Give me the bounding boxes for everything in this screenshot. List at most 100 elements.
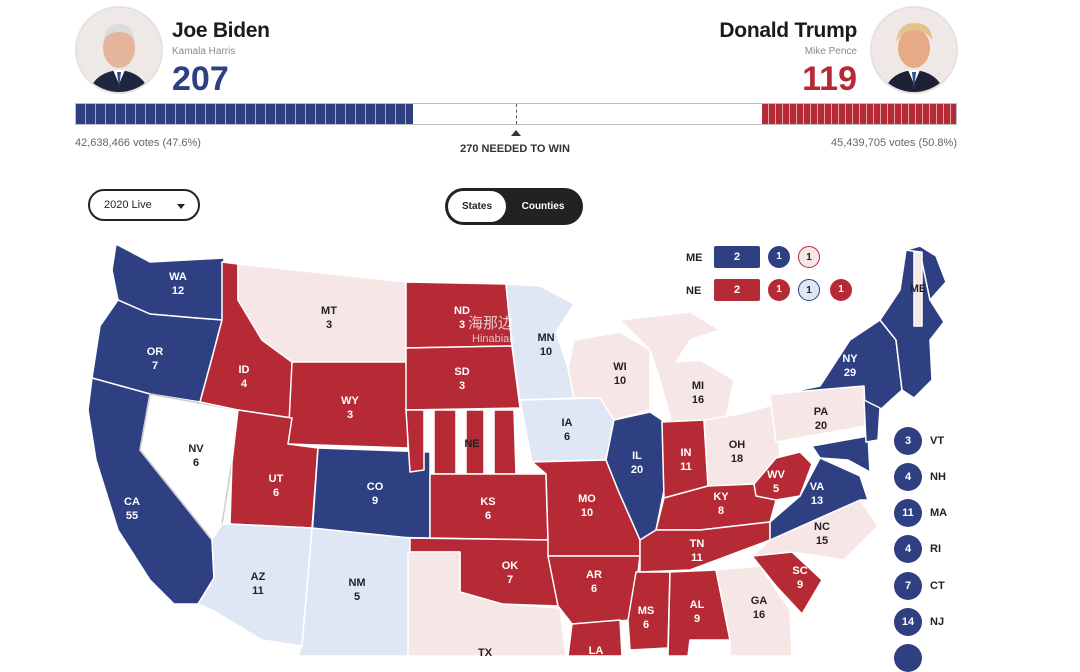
label-OH-abbr: OH [729,439,746,451]
electoral-vote-bar [75,103,957,125]
state-MI [619,311,735,425]
label-IA-ev: 6 [564,431,570,443]
state-labels: WA 12 OR 7 CA 55 NV 6 ID 4 MT 3 WY 3 UT … [124,271,926,656]
me-district-1: 1 [768,246,790,268]
label-LA-abbr: LA [589,645,604,656]
label-IA-abbr: IA [562,417,573,429]
label-ND-ev: 3 [459,319,465,331]
label-NC-ev: 15 [816,535,828,547]
state-TX [407,551,567,656]
label-TN-ev: 11 [691,552,703,564]
rep-candidate-name: Donald Trump [719,19,857,42]
label-MT-ev: 3 [326,319,332,331]
label-UT-ev: 6 [273,487,279,499]
label-GA-abbr: GA [751,595,768,607]
label-VA-abbr: VA [810,481,825,493]
label-OK-abbr: OK [502,560,519,572]
label-PA-abbr: PA [814,406,829,418]
label-AZ-ev: 11 [252,585,264,597]
label-MI-ev: 16 [692,394,704,406]
label-KS-abbr: KS [480,496,495,508]
label-NY-abbr: NY [842,353,858,365]
label-MS-ev: 6 [643,619,649,631]
label-CA-abbr: CA [124,496,140,508]
label-CO-ev: 9 [372,495,378,507]
vt-label: VT [930,435,945,447]
me-district-2: 1 [798,246,820,268]
extra-ev-circle [894,644,922,672]
label-AZ-abbr: AZ [251,571,266,583]
label-SC-ev: 9 [797,579,803,591]
label-IN-ev: 11 [680,461,692,473]
dem-electoral-votes: 207 [172,60,229,98]
ne-legend-label: NE [686,285,702,297]
dem-bar-fill [76,104,413,124]
me-legend-label: ME [686,252,703,264]
needed-to-win-label: 270 NEEDED TO WIN [460,143,570,155]
label-MO-abbr: MO [578,493,596,505]
label-MN-abbr: MN [537,332,554,344]
ct-label: CT [930,580,945,592]
label-NC-abbr: NC [814,521,830,533]
us-electoral-map: WA 12 OR 7 CA 55 NV 6 ID 4 MT 3 WY 3 UT … [87,243,947,656]
ct-ev-circle: 7 [894,572,922,600]
label-KY-abbr: KY [713,491,729,503]
label-NM-abbr: NM [348,577,365,589]
ri-ev-circle: 4 [894,535,922,563]
watermark-subtext: Hinabian [472,333,516,345]
label-OH-ev: 18 [731,453,743,465]
rep-bar-fill [762,104,956,124]
me-statewide-box: 2 [714,246,760,268]
label-AL-abbr: AL [690,599,705,611]
majority-line [516,104,517,124]
label-AR-ev: 6 [591,583,597,595]
state-LA [567,619,623,656]
watermark-text: 海那边 [468,315,514,332]
chevron-down-icon [177,204,185,209]
nh-label: NH [930,471,946,483]
vt-ev-circle: 3 [894,427,922,455]
label-CO-abbr: CO [367,481,384,493]
state-VA [769,457,869,541]
year-select-value: 2020 Live [104,199,152,211]
nh-ev-circle: 4 [894,463,922,491]
tab-counties[interactable]: Counties [521,201,565,212]
label-MT-abbr: MT [321,305,337,317]
label-AR-abbr: AR [586,569,602,581]
label-OK-ev: 7 [507,574,513,586]
state-MS [627,571,671,651]
ri-label: RI [930,543,941,555]
view-toggle[interactable]: States Counties [445,188,583,225]
label-WA-ev: 12 [172,285,184,297]
state-ME-stripe [913,251,923,327]
majority-marker [511,130,521,136]
label-ND-abbr: ND [454,305,470,317]
label-ID-abbr: ID [239,364,250,376]
year-select[interactable]: 2020 Live [88,189,200,221]
dem-running-mate: Kamala Harris [172,46,236,57]
rep-electoral-votes: 119 [802,60,857,98]
label-IN-abbr: IN [681,447,692,459]
label-GA-ev: 16 [753,609,765,621]
label-UT-abbr: UT [269,473,284,485]
state-IN [661,419,709,499]
label-PA-ev: 20 [815,420,827,432]
label-CA-ev: 55 [126,510,138,522]
label-NV-abbr: NV [188,443,204,455]
state-IA [519,397,615,463]
state-NJ-shape [863,399,881,443]
label-MN-ev: 10 [540,346,552,358]
label-IL-abbr: IL [632,450,642,462]
label-WY-ev: 3 [347,409,353,421]
tab-states[interactable]: States [448,191,506,222]
label-WV-abbr: WV [767,469,785,481]
dem-candidate-name: Joe Biden [172,19,270,42]
state-SD [405,345,521,411]
label-ID-ev: 4 [241,378,248,390]
nj-ev-circle: 14 [894,608,922,636]
state-NM [297,527,411,656]
label-WI-ev: 10 [614,375,626,387]
ne-statewide-box: 2 [714,279,760,301]
ne-district-3: 1 [830,279,852,301]
label-NM-ev: 5 [354,591,360,603]
